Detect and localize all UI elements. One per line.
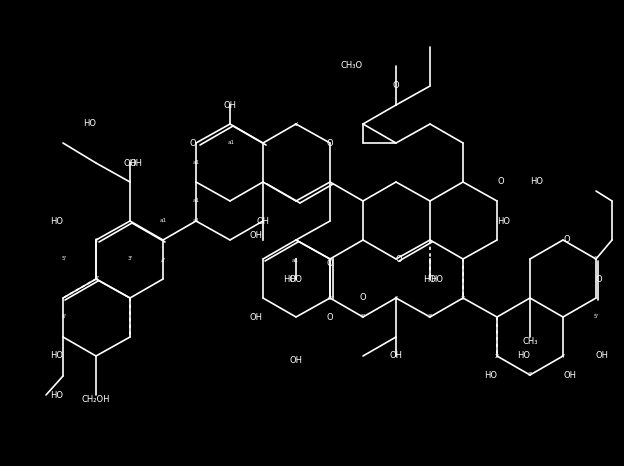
Text: a1: a1 [192, 219, 200, 224]
Text: HO: HO [517, 351, 530, 361]
Text: OH: OH [256, 217, 270, 226]
Text: OH: OH [389, 351, 402, 361]
Text: O: O [327, 313, 333, 322]
Text: O: O [359, 294, 366, 302]
Text: O: O [396, 254, 402, 263]
Text: OH: OH [250, 231, 263, 240]
Text: O: O [189, 138, 196, 148]
Text: a1: a1 [192, 199, 200, 204]
Text: O: O [596, 274, 603, 283]
Text: O: O [327, 259, 333, 268]
Text: a1: a1 [228, 141, 235, 145]
Text: a': a' [293, 122, 298, 126]
Text: OH: OH [130, 158, 143, 167]
Text: HO: HO [50, 351, 63, 361]
Text: OH: OH [290, 356, 303, 365]
Text: 5': 5' [62, 256, 67, 261]
Text: a1: a1 [160, 219, 167, 224]
Text: 6': 6' [593, 256, 598, 261]
Text: HO: HO [497, 217, 510, 226]
Text: 6': 6' [328, 295, 333, 301]
Text: HO: HO [50, 217, 63, 226]
Text: 5': 5' [593, 315, 598, 320]
Text: OH: OH [563, 370, 576, 379]
Text: CH₃: CH₃ [522, 337, 538, 346]
Text: O: O [327, 138, 333, 148]
Text: 6': 6' [62, 315, 67, 320]
Text: OH: OH [124, 158, 137, 167]
Text: CH₃O: CH₃O [341, 62, 363, 70]
Text: HO: HO [83, 119, 96, 129]
Text: HO: HO [424, 274, 437, 283]
Text: HO: HO [290, 274, 303, 283]
Text: HO: HO [430, 274, 443, 283]
Text: O: O [563, 235, 570, 245]
Text: O: O [392, 82, 399, 90]
Text: OH: OH [250, 313, 263, 322]
Text: 3': 3' [527, 372, 532, 377]
Text: HO: HO [484, 370, 497, 379]
Text: a1: a1 [291, 258, 298, 262]
Text: 3': 3' [427, 315, 432, 320]
Text: O: O [497, 178, 504, 186]
Text: CH₂OH: CH₂OH [82, 395, 110, 404]
Text: HO: HO [530, 178, 543, 186]
Text: OH: OH [223, 101, 236, 110]
Text: 4': 4' [394, 295, 399, 301]
Text: 3': 3' [127, 256, 132, 261]
Text: OH: OH [596, 351, 609, 361]
Text: a': a' [160, 258, 165, 262]
Text: 5': 5' [361, 315, 366, 320]
Text: HO: HO [283, 274, 296, 283]
Text: HO: HO [50, 391, 63, 399]
Text: 2': 2' [461, 295, 466, 301]
Text: 4': 4' [560, 354, 565, 358]
Text: 2': 2' [94, 238, 99, 242]
Text: 4': 4' [94, 276, 99, 281]
Text: 2': 2' [494, 354, 499, 358]
Text: a1: a1 [192, 159, 200, 164]
